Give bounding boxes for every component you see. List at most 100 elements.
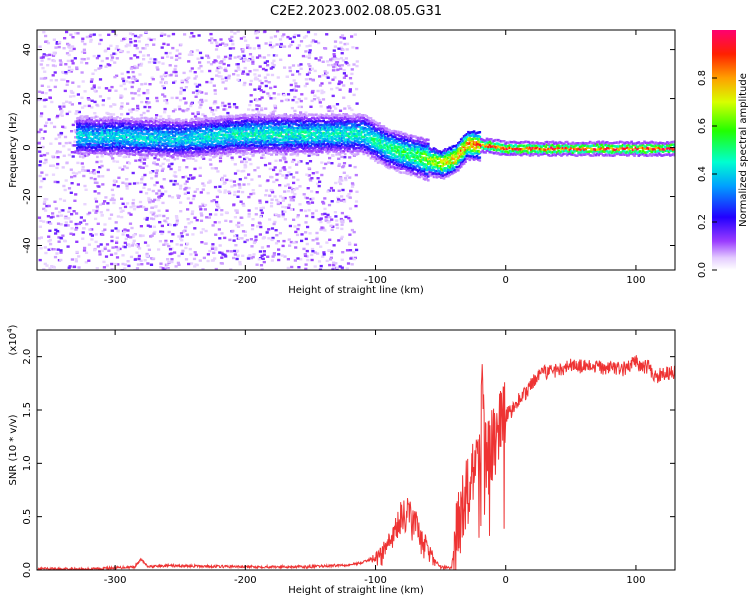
spectrogram-cell [332,55,337,58]
spectrogram-cell [99,131,102,135]
spectrogram-cell [223,123,227,127]
spectrogram-cell [163,95,167,98]
spectrogram-cell [308,122,311,125]
spectrogram-cell [207,120,211,123]
spectrogram-cell [77,255,81,258]
spectrogram-cell [135,251,139,254]
spectrogram-cell [213,185,218,189]
spectrogram-cell [300,137,304,140]
spectrogram-cell [259,89,263,92]
spectrogram-cell [323,126,327,130]
spectrogram-cell [335,135,338,139]
spectrogram-cell [175,243,179,246]
spectrogram-cell [327,109,331,112]
spectrogram-cell [154,147,158,150]
spectrogram-cell [176,154,179,157]
spectrogram-cell [293,134,297,137]
spectrogram-cell [263,146,267,149]
spectrogram-cell [253,68,257,72]
spectrogram-cell [337,162,342,166]
spectrogram-cell [225,149,228,152]
spectrogram-cell [286,266,290,270]
spectrogram-cell [192,147,195,150]
spectrogram-cell [197,129,201,132]
spectrogram-cell [81,122,85,125]
spectrogram-cell [223,140,227,143]
spectrogram-cell [123,151,126,154]
spectrogram-cell [78,122,82,125]
spectrogram-cell [237,127,241,130]
spectrogram-cell [43,262,47,266]
spectrogram-cell [131,198,136,202]
spectrogram-cell [298,125,301,129]
spectrogram-cell [214,233,218,236]
spectrogram-cell [249,114,252,118]
spectrogram-cell [196,147,199,150]
spectrogram-cell [317,59,321,62]
spectrogram-cell [98,42,102,46]
spectrogram-cell [309,118,313,121]
spectrogram-cell [61,209,65,212]
spectrogram-cell [247,212,251,216]
spectrogram-cell [242,134,245,138]
spectrogram-cell [66,59,70,63]
spectrogram-cell [303,116,307,119]
spectrogram-cell [69,232,73,235]
spectrogram-cell [169,131,172,134]
spectrogram-cell [308,49,312,52]
spectrogram-cell [144,136,148,139]
spectrogram-cell [355,87,359,91]
spectrogram-cell [306,128,310,132]
spectrogram-cell [201,113,205,116]
spectrogram-cell [113,151,116,155]
spectrogram-cell [250,227,255,231]
spectrogram-cell [325,60,330,63]
spectrogram-cell [299,129,303,132]
spectrogram-cell [349,219,353,223]
spectrogram-cell [137,147,141,150]
spectrogram-cell [202,132,205,136]
spectrogram-cell [83,104,87,108]
spectrogram-cell [246,119,250,122]
spectrogram-cell [192,157,195,160]
spectrogram-cell [99,38,103,42]
spectrogram-cell [89,127,92,130]
spectrogram-cell [196,145,200,148]
spectrogram-cell [315,237,319,241]
spectrogram-cell [334,215,338,218]
spectrogram-cell [279,115,282,118]
spectrogram-cell [280,114,284,118]
spectrogram-cell [310,125,314,129]
spectrogram-cell [328,216,332,219]
spectrogram-cell [49,121,53,125]
spectrogram-cell [329,127,333,131]
spectrogram-cell [208,39,212,42]
spectrogram-cell [296,146,300,149]
spectrogram-cell [320,173,324,177]
spectrogram-cell [274,159,278,162]
spectrogram-cell [318,124,321,127]
spectrogram-cell [243,147,247,150]
spectrogram-cell [121,132,125,135]
spectrogram-cell [129,110,133,114]
spectrogram-cell [57,240,61,243]
spectrogram-cell [197,121,201,124]
spectrogram-cell [225,122,228,126]
spectrogram-cell [266,139,270,143]
spectrogram-cell [259,135,262,138]
spectrogram-cell [197,34,201,37]
spectrogram-cell [328,150,331,153]
spectrogram-cell [304,35,308,38]
spectrogram-cell [242,116,245,119]
spectrogram-cell [127,151,131,155]
spectrogram-cell [141,234,145,237]
spectrogram-cell [276,150,280,153]
spectrogram-cell [189,51,193,54]
spectrogram-cell [51,155,55,158]
spectrogram-cell [209,133,212,137]
spectrogram-cell [76,183,80,186]
spectrogram-cell [141,149,145,152]
spectrogram-cell [104,143,108,146]
spectrogram-cell [227,74,231,78]
spectrogram-cell [289,173,293,176]
